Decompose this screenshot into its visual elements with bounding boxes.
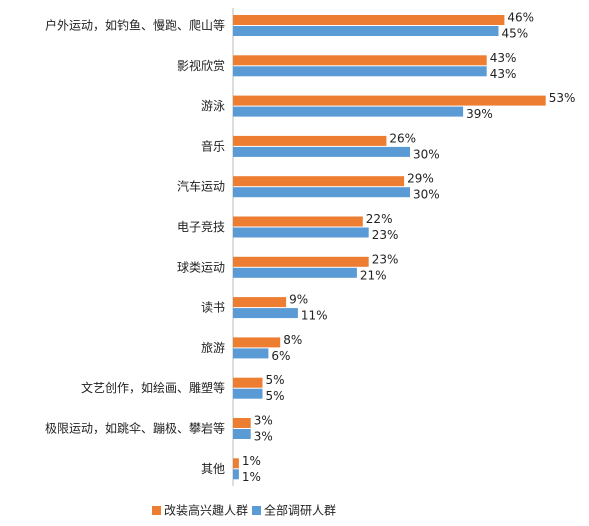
category-label: 影视欣赏: [177, 58, 225, 73]
bar: [233, 176, 405, 187]
bar: [233, 308, 298, 319]
value-label: 23%: [372, 252, 399, 266]
value-label: 53%: [549, 91, 576, 105]
bar: [233, 348, 269, 359]
value-label: 23%: [372, 228, 399, 242]
value-label: 30%: [413, 147, 440, 161]
bar: [233, 469, 239, 480]
bar: [233, 95, 546, 106]
bar: [233, 267, 357, 278]
category-label: 音乐: [201, 138, 225, 153]
legend-swatch: [152, 506, 161, 515]
category-label: 极限运动，如跳伞、蹦极、攀岩等: [45, 421, 225, 436]
value-label: 45%: [502, 27, 529, 41]
bar: [233, 106, 464, 117]
value-label: 5%: [266, 373, 285, 387]
value-label: 3%: [254, 414, 273, 428]
bar: [233, 377, 263, 388]
value-label: 29%: [407, 172, 434, 186]
bar: [233, 458, 239, 469]
bar: [233, 429, 251, 439]
value-label: 1%: [242, 454, 261, 468]
value-label: 26%: [389, 131, 416, 145]
bar: [233, 66, 487, 77]
bar: [233, 15, 505, 25]
legend-swatch: [252, 506, 261, 515]
bar: [233, 297, 287, 308]
value-label: 1%: [242, 470, 261, 484]
value-label: 21%: [360, 268, 387, 282]
value-label: 22%: [366, 212, 393, 226]
bar: [233, 135, 387, 146]
bar: [233, 337, 281, 348]
legend-label: 全部调研人群: [264, 503, 336, 518]
bar: [233, 388, 263, 399]
category-label: 旅游: [201, 341, 225, 355]
value-label: 30%: [413, 188, 440, 202]
category-label: 读书: [201, 301, 225, 315]
category-label: 文艺创作，如绘画、雕塑等: [81, 380, 225, 395]
value-label: 5%: [266, 389, 285, 403]
category-label: 其他: [201, 462, 225, 476]
value-label: 43%: [490, 67, 517, 81]
category-label: 汽车运动: [177, 179, 225, 194]
value-label: 9%: [289, 293, 308, 307]
legend-label: 改装高兴趣人群: [164, 503, 248, 518]
bar: [233, 256, 369, 267]
value-label: 11%: [301, 309, 328, 323]
bar: [233, 55, 487, 66]
bar: [233, 187, 410, 198]
value-label: 3%: [254, 430, 273, 444]
bar: [233, 26, 499, 36]
value-label: 46%: [507, 11, 534, 25]
bar: [233, 418, 251, 428]
bar: [233, 227, 369, 238]
value-label: 6%: [271, 349, 290, 363]
value-label: 8%: [283, 333, 302, 347]
bar: [233, 146, 410, 157]
bar: [233, 216, 363, 227]
category-label: 电子竞技: [177, 220, 225, 234]
value-label: 39%: [466, 107, 493, 121]
category-label: 户外运动，如钓鱼、慢跑、爬山等: [45, 18, 225, 33]
value-label: 43%: [490, 51, 517, 65]
category-label: 游泳: [201, 99, 225, 113]
category-label: 球类运动: [177, 260, 225, 274]
